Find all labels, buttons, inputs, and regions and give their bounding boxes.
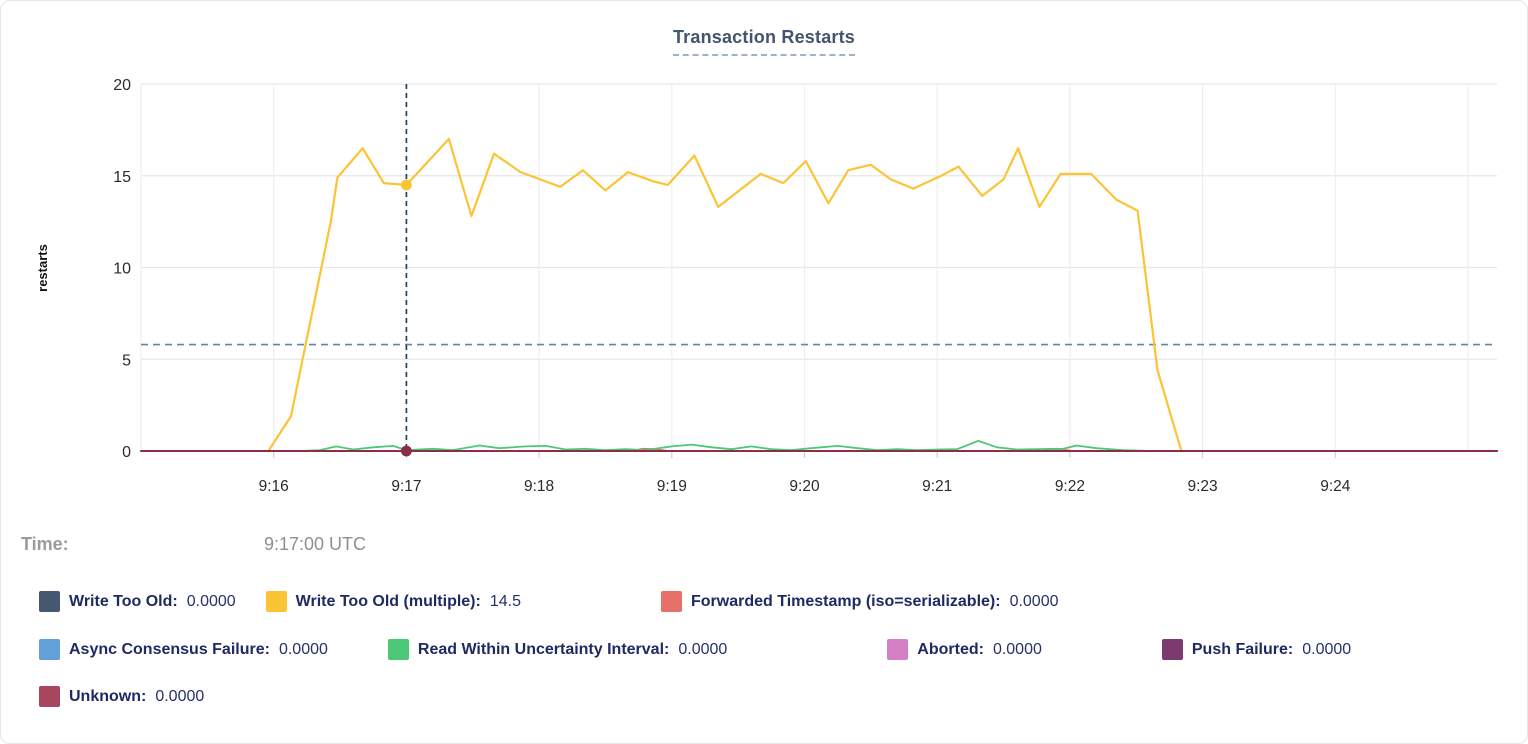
legend-value: 0.0000 bbox=[278, 640, 328, 658]
x-tick-label: 9:19 bbox=[657, 478, 687, 495]
legend-value: 0.0000 bbox=[1302, 640, 1352, 658]
series-line-read-within-uncertainty-interval bbox=[299, 439, 1151, 452]
legend-swatch-async-consensus-failure bbox=[39, 639, 60, 660]
legend-item-write-too-old: Write Too Old: 0.0000 bbox=[39, 591, 236, 612]
legend-label: Write Too Old (multiple): bbox=[295, 592, 481, 610]
legend-swatch-write-too-old bbox=[39, 591, 60, 612]
legend-swatch-read-within-uncertainty-interval bbox=[387, 639, 409, 660]
hover-dot-write-too-old-multiple bbox=[401, 179, 412, 191]
legend-label: Push Failure: bbox=[1191, 640, 1294, 658]
legend-label: Aborted: bbox=[917, 640, 984, 658]
legend-swatch-write-too-old-multiple bbox=[265, 591, 287, 612]
legend-item-read-within-uncertainty-interval: Read Within Uncertainty Interval: 0.0000 bbox=[387, 639, 728, 660]
x-tick-label: 9:23 bbox=[1188, 478, 1218, 495]
y-tick-label: 15 bbox=[113, 169, 131, 186]
legend-swatch-unknown bbox=[39, 686, 60, 707]
x-tick-label: 9:24 bbox=[1320, 478, 1351, 495]
legend-label: Write Too Old: bbox=[69, 592, 178, 610]
series-line-write-too-old-multiple bbox=[267, 137, 1183, 453]
legend-item-forwarded-timestamp-iso-serializable: Forwarded Timestamp (iso=serializable): 0… bbox=[660, 591, 1059, 612]
x-tick-label: 9:17 bbox=[391, 478, 421, 495]
legend-item-aborted: Aborted: 0.0000 bbox=[887, 639, 1042, 660]
x-tick-label: 9:16 bbox=[259, 478, 289, 495]
legend-value: 0.0000 bbox=[1009, 592, 1059, 610]
hover-dot-unknown bbox=[401, 445, 412, 457]
legend-item-unknown: Unknown: 0.0000 bbox=[39, 686, 204, 707]
legend-label: Forwarded Timestamp (iso=serializable): bbox=[690, 592, 1001, 610]
legend-label: Read Within Uncertainty Interval: bbox=[417, 640, 670, 658]
y-tick-label: 20 bbox=[113, 77, 131, 94]
transaction-restarts-chart[interactable]: 0 5 10 15 20 9:16 9:17 9:18 9:19 9:20 9:21 9:22 9:23… bbox=[1, 1, 1528, 506]
legend-item-push-failure: Push Failure: 0.0000 bbox=[1161, 639, 1352, 660]
chart-title[interactable]: Transaction Restarts bbox=[672, 27, 856, 56]
chart-title-wrap: Transaction Restarts bbox=[1, 27, 1527, 56]
legend-value: 0.0000 bbox=[155, 687, 205, 705]
y-axis-title: restarts bbox=[35, 244, 50, 292]
legend-swatch-forwarded-timestamp-iso-serializable bbox=[660, 591, 682, 612]
legend-row: Async Consensus Failure: 0.0000 Read Withi… bbox=[39, 639, 1411, 660]
x-tick-label: 9:20 bbox=[789, 478, 820, 495]
hover-time-row: Time: 9:17:00 UTC bbox=[21, 534, 366, 555]
legend-row: Write Too Old: 0.0000 Write Too Old (multi… bbox=[39, 591, 1089, 612]
legend-label: Unknown: bbox=[69, 687, 147, 705]
legend-row: Unknown: 0.0000 bbox=[39, 686, 204, 707]
legend-value: 0.0000 bbox=[678, 640, 728, 658]
legend-value: 0.0000 bbox=[992, 640, 1042, 658]
y-tick-label: 10 bbox=[113, 261, 131, 278]
y-tick-label: 0 bbox=[122, 444, 131, 461]
x-tick-label: 9:21 bbox=[922, 478, 952, 495]
legend-label: Async Consensus Failure: bbox=[69, 640, 270, 658]
x-tick-label: 9:22 bbox=[1055, 478, 1085, 495]
legend-value: 14.5 bbox=[489, 592, 521, 610]
legend-swatch-aborted bbox=[887, 639, 909, 660]
legend-item-async-consensus-failure: Async Consensus Failure: 0.0000 bbox=[39, 639, 328, 660]
legend-value: 0.0000 bbox=[186, 592, 236, 610]
x-tick-label: 9:18 bbox=[524, 478, 554, 495]
time-value: 9:17:00 UTC bbox=[264, 534, 367, 554]
y-tick-label: 5 bbox=[122, 352, 131, 369]
legend-swatch-push-failure bbox=[1161, 639, 1183, 660]
legend-item-write-too-old-multiple: Write Too Old (multiple): 14.5 bbox=[265, 591, 521, 612]
time-label: Time: bbox=[21, 534, 69, 554]
